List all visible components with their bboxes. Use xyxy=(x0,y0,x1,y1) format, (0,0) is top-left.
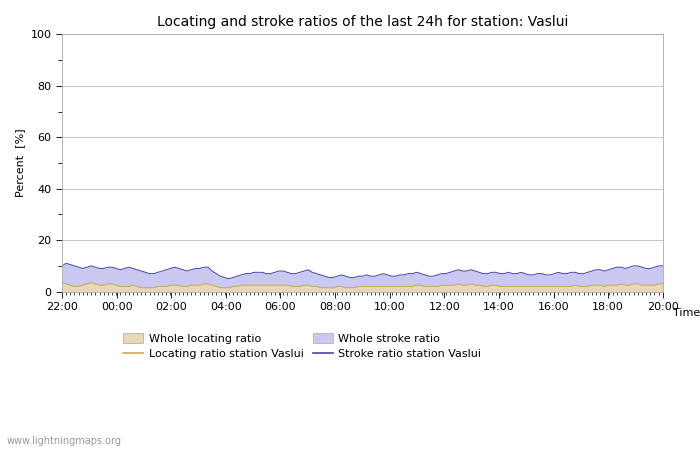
Y-axis label: Percent  [%]: Percent [%] xyxy=(15,129,25,197)
Title: Locating and stroke ratios of the last 24h for station: Vaslui: Locating and stroke ratios of the last 2… xyxy=(157,15,568,29)
X-axis label: Time: Time xyxy=(673,308,700,318)
Legend: Whole locating ratio, Locating ratio station Vaslui, Whole stroke ratio, Stroke : Whole locating ratio, Locating ratio sta… xyxy=(119,329,486,363)
Text: www.lightningmaps.org: www.lightningmaps.org xyxy=(7,436,122,446)
